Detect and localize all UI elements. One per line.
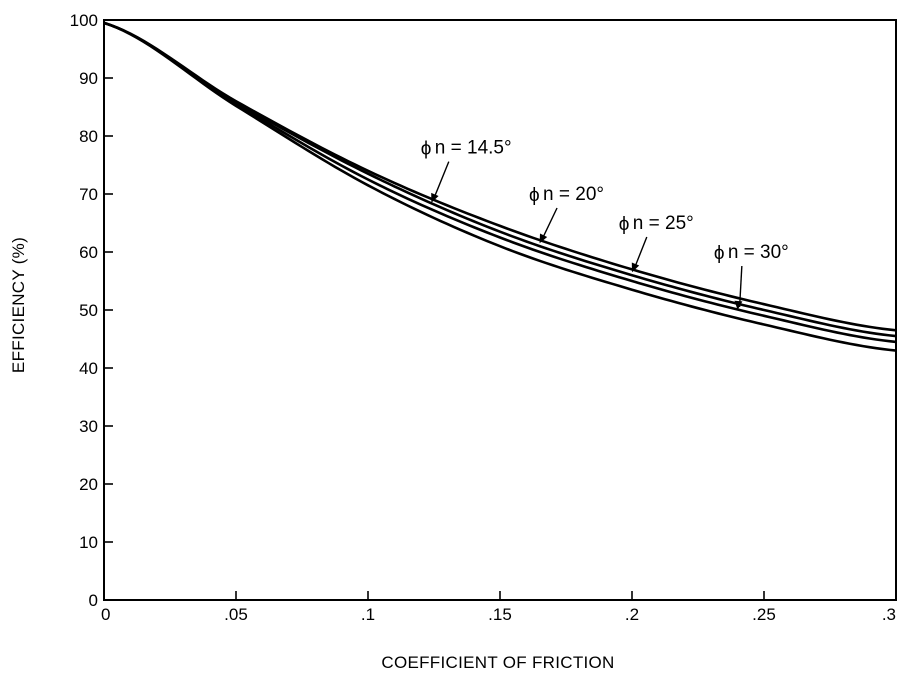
y-tick-label: 70 bbox=[79, 185, 98, 204]
y-tick-label: 100 bbox=[70, 11, 98, 30]
x-tick-label: .3 bbox=[882, 605, 896, 624]
phi-symbol: ϕ bbox=[619, 214, 630, 235]
y-tick-label: 30 bbox=[79, 417, 98, 436]
x-tick-label: .05 bbox=[224, 605, 248, 624]
annotation-leader bbox=[432, 161, 450, 200]
x-tick-label: .15 bbox=[488, 605, 512, 624]
series-line bbox=[103, 21, 897, 352]
phi-symbol: ϕ bbox=[421, 139, 432, 160]
phi-symbol: ϕ bbox=[714, 243, 725, 264]
y-tick-label: 40 bbox=[79, 359, 98, 378]
x-axis: 0 .05 .1 .15 .2 .25 .3 bbox=[101, 591, 897, 624]
series-line bbox=[103, 21, 897, 332]
annotation-arrowhead bbox=[734, 300, 743, 310]
x-tick-label: 0 bbox=[101, 605, 110, 624]
series-line bbox=[103, 21, 897, 338]
y-tick-label: 10 bbox=[79, 533, 98, 552]
x-tick-label: .25 bbox=[752, 605, 776, 624]
y-axis: 0 10 20 30 40 50 60 70 80 90 100 bbox=[70, 11, 113, 610]
annotation-leader bbox=[633, 236, 648, 270]
x-tick-label: .1 bbox=[361, 605, 375, 624]
series-annotation-label: n = 25° bbox=[633, 213, 694, 234]
y-axis-title: EFFICIENCY (%) bbox=[9, 237, 28, 373]
x-axis-title: COEFFICIENT OF FRICTION bbox=[381, 653, 614, 672]
annotation-arrowhead bbox=[631, 262, 640, 273]
phi-symbol: ϕ bbox=[529, 185, 540, 206]
series-annotation-label: n = 14.5° bbox=[435, 138, 512, 159]
series-line bbox=[103, 21, 897, 344]
plot-frame bbox=[103, 19, 897, 601]
annotation-arrowhead bbox=[539, 233, 548, 244]
y-tick-label: 90 bbox=[79, 69, 98, 88]
x-tick-label: .2 bbox=[625, 605, 639, 624]
y-tick-label: 50 bbox=[79, 301, 98, 320]
y-tick-label: 80 bbox=[79, 127, 98, 146]
annotation-leader bbox=[540, 207, 558, 241]
series-annotation-label: n = 20° bbox=[543, 184, 604, 205]
y-tick-label: 0 bbox=[89, 591, 98, 610]
y-tick-label: 20 bbox=[79, 475, 98, 494]
series-lines bbox=[103, 21, 897, 352]
series-annotation-label: n = 30° bbox=[728, 242, 789, 263]
annotation-arrowhead bbox=[431, 192, 439, 203]
annotation-leader bbox=[738, 265, 743, 308]
y-tick-label: 60 bbox=[79, 243, 98, 262]
